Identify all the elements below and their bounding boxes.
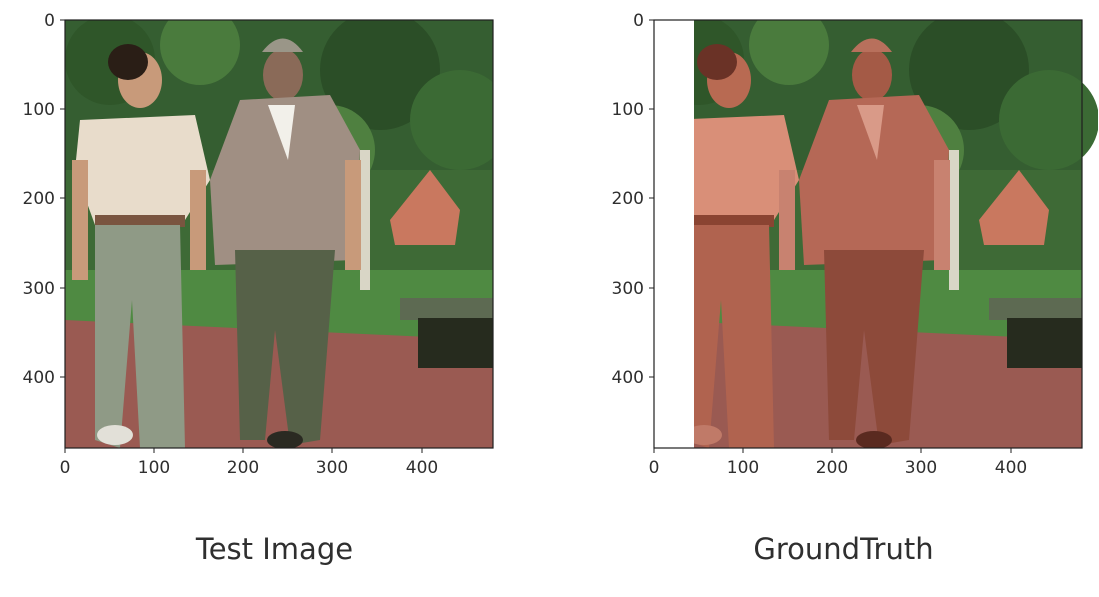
y-tick-label: 200 — [23, 189, 55, 209]
x-tick-label: 0 — [60, 458, 71, 478]
test-image-frame — [64, 19, 494, 449]
x-tick-label: 400 — [995, 458, 1027, 478]
x-tick-label: 200 — [816, 458, 848, 478]
x-tick-label: 400 — [406, 458, 438, 478]
y-tick-label: 0 — [633, 11, 644, 31]
groundtruth-x-ticks: 0 100 200 300 400 — [649, 448, 1027, 478]
test-image-x-ticks: 0 100 200 300 400 — [60, 448, 438, 478]
y-tick-label: 400 — [23, 368, 55, 388]
x-tick-label: 300 — [316, 458, 348, 478]
x-tick-label: 300 — [905, 458, 937, 478]
test-image-axes: 0 100 200 300 400 0 100 200 300 400 — [23, 11, 494, 478]
y-tick-label: 300 — [612, 279, 644, 299]
test-image-panel: 0 100 200 300 400 0 100 200 300 400 Test… — [0, 0, 549, 597]
groundtruth-frame — [653, 19, 1083, 449]
groundtruth-y-ticks: 0 100 200 300 400 — [612, 11, 654, 388]
groundtruth-axes: 0 100 200 300 400 0 100 200 300 400 — [612, 11, 1098, 478]
groundtruth-title: GroundTruth — [753, 532, 934, 566]
test-image-y-ticks: 0 100 200 300 400 — [23, 11, 65, 388]
y-tick-label: 0 — [44, 11, 55, 31]
x-tick-label: 100 — [727, 458, 759, 478]
y-tick-label: 400 — [612, 368, 644, 388]
y-tick-label: 200 — [612, 189, 644, 209]
segmentation-mask — [694, 38, 950, 448]
test-image-title: Test Image — [195, 532, 354, 566]
x-tick-label: 0 — [649, 458, 660, 478]
groundtruth-photo — [694, 20, 1098, 448]
groundtruth-panel: 0 100 200 300 400 0 100 200 300 400 Grou… — [549, 0, 1098, 597]
y-tick-label: 100 — [23, 100, 55, 120]
x-tick-label: 200 — [227, 458, 259, 478]
y-tick-label: 100 — [612, 100, 644, 120]
y-tick-label: 300 — [23, 279, 55, 299]
test-image-photo — [65, 20, 493, 448]
x-tick-label: 100 — [138, 458, 170, 478]
